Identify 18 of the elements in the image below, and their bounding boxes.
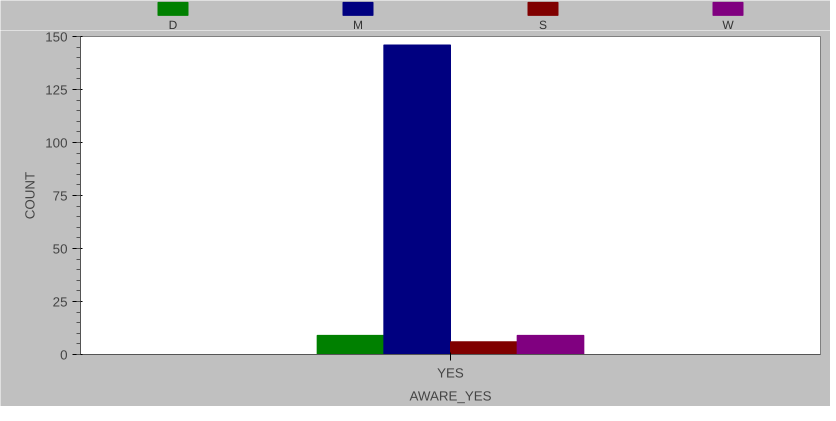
y-tick-label: 75 — [52, 188, 68, 204]
y-tick-label: 50 — [52, 242, 68, 256]
legend-label: W — [722, 18, 734, 32]
legend-label: M — [353, 18, 363, 32]
bar — [450, 341, 518, 354]
bar — [383, 44, 451, 354]
legend-label: D — [168, 18, 178, 32]
y-tick-label: 0 — [60, 348, 68, 362]
legend-label: S — [539, 18, 548, 32]
y-tick-label: 25 — [52, 294, 68, 310]
y-tick-label: 100 — [45, 136, 68, 150]
x-axis-title: AWARE_YES — [410, 388, 492, 404]
bar — [516, 334, 584, 354]
x-tick-label: YES — [437, 366, 464, 380]
y-tick-label: 150 — [45, 30, 68, 44]
bar — [316, 334, 384, 354]
y-axis-title: COUNT — [22, 172, 38, 220]
y-tick-label: 125 — [45, 82, 68, 98]
